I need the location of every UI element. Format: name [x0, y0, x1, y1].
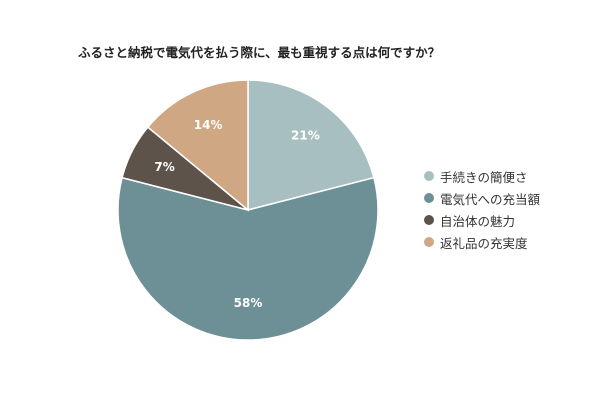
legend-label: 自治体の魅力	[440, 213, 516, 229]
slice-data-label-1: 21%	[291, 129, 320, 143]
slice-data-label-4: 14%	[194, 118, 223, 132]
slice-data-label-2: 58%	[234, 296, 263, 310]
chart-title: ふるさと納税で電気代を払う際に、最も重視する点は何ですか？	[78, 45, 441, 60]
legend-item-4: 返礼品の充実度	[424, 234, 540, 251]
legend-swatch	[424, 193, 434, 203]
pie-slice-1	[247, 79, 375, 211]
legend-label: 電気代への充当額	[440, 191, 541, 207]
legend-item-2: 電気代への充当額	[424, 190, 541, 207]
legend: 手続きの簡便さ 電気代への充当額 自治体の魅力 返礼品の充実度	[424, 168, 541, 251]
pie-slice-4	[146, 79, 249, 212]
legend-label: 手続きの簡便さ	[440, 169, 528, 185]
legend-label: 返礼品の充実度	[440, 235, 528, 251]
legend-swatch	[424, 171, 434, 181]
pie-slice-2	[117, 176, 379, 341]
legend-item-3: 自治体の魅力	[424, 212, 540, 229]
legend-item-1: 手続きの簡便さ	[424, 168, 540, 185]
legend-swatch	[424, 215, 434, 225]
legend-swatch	[424, 237, 434, 247]
slice-data-label-3: 7%	[154, 160, 174, 174]
